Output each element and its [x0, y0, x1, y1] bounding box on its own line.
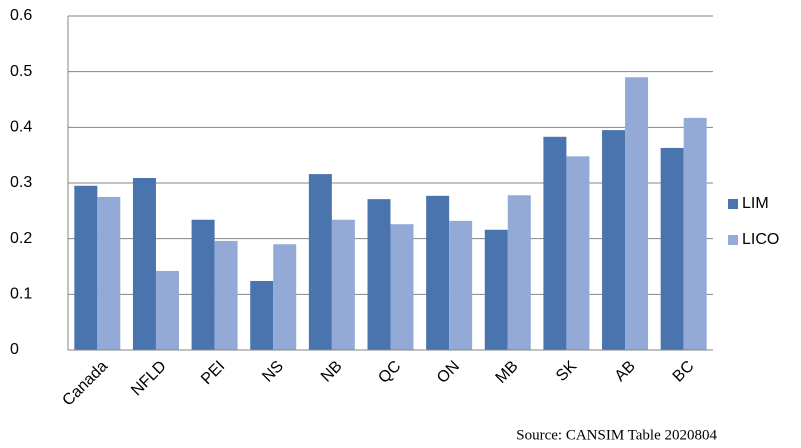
x-tick-label: BC — [670, 358, 698, 386]
bar — [660, 147, 684, 350]
x-tick-label: SK — [553, 358, 580, 385]
bar — [308, 174, 332, 350]
source-note: Source: CANSIM Table 2020804 — [516, 427, 717, 443]
x-tick-label: NS — [259, 358, 287, 386]
y-tick-label: 0.1 — [10, 286, 32, 303]
y-tick-label: 0.3 — [10, 174, 32, 191]
y-tick-label: 0.6 — [10, 7, 32, 24]
bar — [543, 136, 567, 350]
bar — [426, 195, 450, 350]
bar — [507, 195, 531, 350]
legend-swatch — [728, 199, 738, 209]
y-tick-label: 0.4 — [10, 119, 32, 136]
bar — [390, 224, 414, 350]
bar — [74, 185, 98, 350]
bar — [155, 270, 179, 350]
x-tick-label: Canada — [59, 358, 111, 410]
bar — [250, 280, 274, 350]
bar — [367, 199, 391, 350]
legend-label: LIM — [742, 195, 769, 212]
legend-label: LICO — [742, 231, 779, 248]
bar — [273, 244, 297, 350]
bar — [132, 177, 156, 350]
x-tick-label: PEI — [198, 358, 228, 388]
bar — [683, 117, 707, 351]
y-tick-label: 0.2 — [10, 230, 32, 247]
bar — [602, 130, 626, 350]
x-tick-label: AB — [612, 358, 639, 385]
bar — [484, 229, 508, 350]
bar — [625, 77, 649, 350]
x-tick-label: NFLD — [128, 358, 170, 400]
legend-swatch — [728, 235, 738, 245]
x-tick-label: QC — [375, 358, 404, 387]
x-tick-label: MB — [493, 358, 522, 387]
bar — [214, 240, 238, 350]
y-tick-label: 0 — [10, 341, 19, 358]
y-tick-label: 0.5 — [10, 63, 32, 80]
bar — [449, 220, 473, 350]
x-tick-label: NB — [318, 358, 346, 386]
bar — [97, 196, 121, 350]
bar — [566, 156, 590, 350]
x-tick-label: ON — [434, 358, 463, 387]
bar — [191, 219, 215, 350]
bar — [331, 219, 355, 350]
